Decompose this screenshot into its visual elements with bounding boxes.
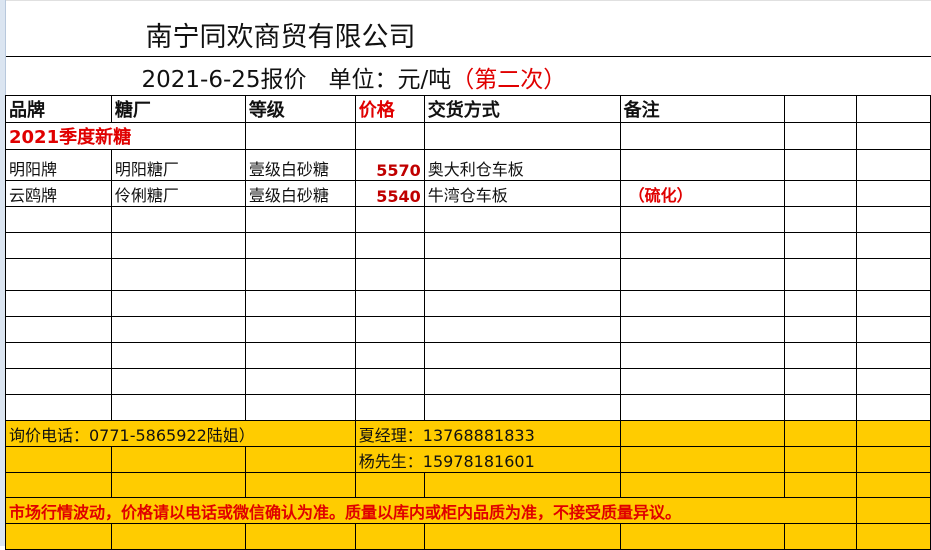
section-label[interactable]: 2021季度新糖 [5,122,246,150]
quote-round: （第二次） [451,67,567,93]
table-row: 明阳牌 明阳糖厂 壹级白砂糖 5570 奥大利仓车板 [5,149,931,181]
company-title: 南宁同欢商贸有限公司 [5,0,931,57]
cell-price[interactable]: 5540 [354,180,425,207]
cell-delivery[interactable]: 牛湾仓车板 [423,180,621,207]
quote-subtitle: 2021-6-25报价 单位：元/吨（第二次） [5,56,931,96]
quote-date-unit: 2021-6-25报价 单位：元/吨 [141,67,452,93]
cell-grade[interactable]: 壹级白砂糖 [244,180,356,207]
cell-remark[interactable] [619,149,786,181]
cell-factory[interactable]: 伶俐糖厂 [110,180,246,207]
header-grade[interactable]: 等级 [244,95,356,123]
header-remark[interactable]: 备注 [619,95,786,123]
cell-brand[interactable]: 云鸥牌 [5,180,112,207]
header-brand[interactable]: 品牌 [5,95,112,123]
cell-grade[interactable]: 壹级白砂糖 [244,149,356,181]
table-row: 云鸥牌 伶俐糖厂 壹级白砂糖 5540 牛湾仓车板 （硫化） [5,180,931,207]
cell-factory[interactable]: 明阳糖厂 [110,149,246,181]
header-delivery[interactable]: 交货方式 [423,95,621,123]
price-sheet: 南宁同欢商贸有限公司 2021-6-25报价 单位：元/吨（第二次） 品牌 糖厂… [4,0,931,550]
cell-brand[interactable]: 明阳牌 [5,149,112,181]
manager-yang-phone[interactable]: 杨先生：15978181601 [354,446,621,473]
market-notice[interactable]: 市场行情波动，价格请以电话或微信确认为准。质量以库内或柜内品质为准，不接受质量异… [4,497,858,524]
header-factory[interactable]: 糖厂 [110,95,246,123]
cell-remark[interactable]: （硫化） [619,180,786,207]
manager-xia-phone[interactable]: 夏经理：13768881833 [354,420,621,447]
header-row: 品牌 糖厂 等级 价格 交货方式 备注 [5,95,931,123]
cell-delivery[interactable]: 奥大利仓车板 [423,149,621,181]
header-price[interactable]: 价格 [354,95,425,123]
cell-price[interactable]: 5570 [354,149,425,181]
inquiry-phone[interactable]: 询价电话：0771-5865922陆姐） [5,420,356,447]
